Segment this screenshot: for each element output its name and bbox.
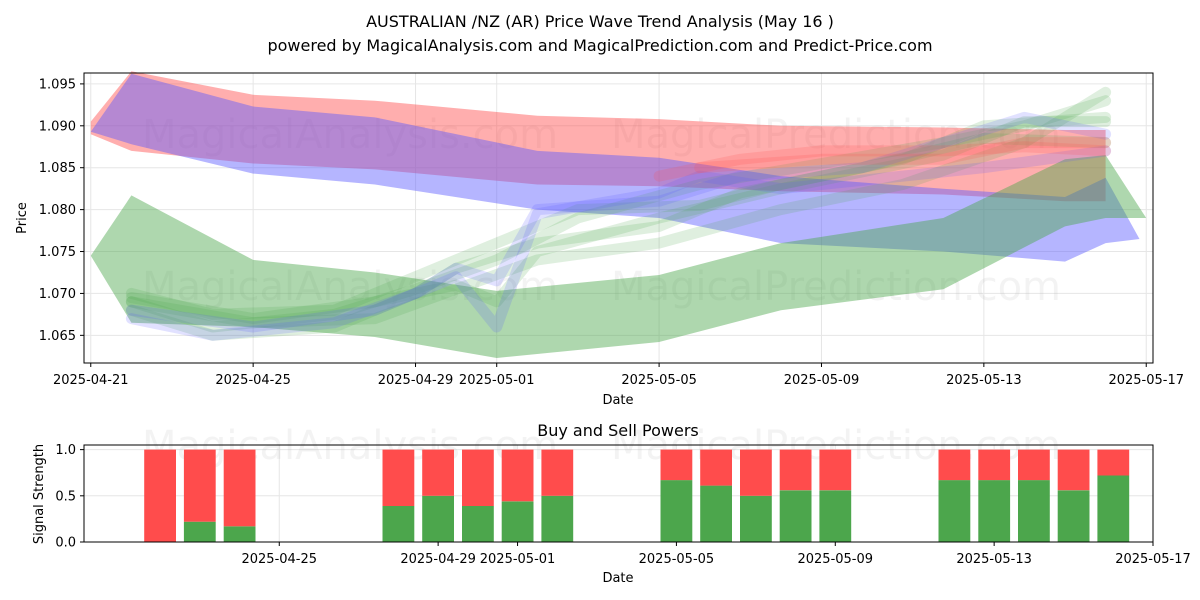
- sell-bar: [462, 449, 494, 506]
- forecast-wave-green: [125, 132, 1112, 341]
- sell-bar: [144, 449, 176, 542]
- signal-x-tick-label: 2025-05-17: [1115, 552, 1191, 567]
- price-y-tick-label: 1.065: [39, 329, 76, 344]
- forecast-wave-green: [125, 111, 1112, 320]
- forecast-wave-blue: [125, 145, 1112, 333]
- buy-bar: [978, 480, 1011, 542]
- price-x-tick-label: 2025-05-09: [784, 373, 860, 388]
- buy-bar: [382, 506, 415, 542]
- signal-chart-frame: [83, 444, 1154, 543]
- forecast-wave-red: [653, 141, 1112, 182]
- price-chart-grid: [84, 73, 1153, 363]
- price-x-tick-label: 2025-04-21: [53, 373, 129, 388]
- buy-bar: [938, 480, 971, 542]
- price-y-tick-label: 1.075: [39, 245, 76, 260]
- price-y-tick-label: 1.090: [39, 119, 76, 134]
- sell-bar: [938, 449, 971, 481]
- watermark-text: MagicalPrediction.com: [611, 112, 1061, 158]
- buy-bar: [501, 501, 534, 542]
- signal-y-tick-label: 1.0: [55, 443, 76, 458]
- buy-bar: [462, 506, 494, 542]
- buy-bar: [779, 490, 812, 542]
- watermark-text: MagicalAnalysis.com: [142, 264, 558, 310]
- price-y-tick-label: 1.080: [39, 203, 76, 218]
- price-chart-panel: MagicalAnalysis.com MagicalPrediction.com…: [15, 71, 1184, 408]
- signal-chart-title: Buy and Sell Powers: [537, 421, 699, 440]
- sell-bar: [501, 449, 534, 502]
- price-band-red: [90, 71, 1106, 202]
- price-x-axis: 2025-04-21 2025-04-25 2025-04-29 2025-05-01…: [53, 363, 1184, 388]
- sell-bar: [740, 449, 772, 496]
- sell-bar: [1097, 449, 1130, 476]
- price-x-tick-label: 2025-04-25: [215, 373, 291, 388]
- signal-bars: [144, 449, 1130, 542]
- signal-x-tick-label: 2025-05-01: [480, 552, 556, 567]
- signal-y-tick-label: 0.0: [55, 536, 76, 551]
- buy-bar: [660, 480, 693, 542]
- signal-x-tick-label: 2025-05-05: [639, 552, 715, 567]
- buy-bar: [740, 495, 772, 542]
- watermark-text: MagicalPrediction.com: [611, 264, 1061, 310]
- price-bands: [90, 71, 1147, 358]
- signal-x-axis: 2025-04-25 2025-04-29 2025-05-01 2025-05-05…: [241, 542, 1191, 567]
- price-chart-frame: [83, 72, 1154, 364]
- signal-x-tick-label: 2025-04-25: [241, 552, 317, 567]
- forecast-wave-blue: [125, 111, 1112, 341]
- signal-x-tick-label: 2025-05-09: [797, 552, 873, 567]
- price-y-tick-label: 1.085: [39, 161, 76, 176]
- sell-bar: [1018, 449, 1050, 481]
- forecast-waves: [125, 86, 1112, 341]
- price-y-tick-label: 1.095: [39, 77, 76, 92]
- price-x-tick-label: 2025-05-01: [459, 373, 535, 388]
- price-x-tick-label: 2025-05-05: [621, 373, 697, 388]
- price-y-axis: 1.065 1.070 1.075 1.080 1.085 1.090 1.095: [39, 77, 84, 344]
- sell-bar: [660, 449, 693, 481]
- buy-bar: [1097, 475, 1130, 542]
- price-x-axis-label: Date: [602, 393, 633, 408]
- price-band-green: [90, 155, 1147, 358]
- sell-bar: [223, 449, 256, 527]
- price-x-tick-label: 2025-05-17: [1108, 373, 1184, 388]
- buy-bar: [819, 490, 852, 542]
- sell-bar: [1057, 449, 1090, 491]
- sell-bar: [422, 449, 454, 496]
- forecast-wave-green: [125, 86, 1112, 329]
- sell-bar: [700, 449, 732, 486]
- forecast-wave-red: [694, 137, 1112, 174]
- sell-bar: [382, 449, 415, 506]
- signal-chart-panel: Buy and Sell Powers MagicalAnalysis.com M…: [32, 421, 1191, 586]
- buy-bar: [183, 521, 216, 542]
- price-y-axis-label: Price: [15, 202, 30, 234]
- sell-bar: [541, 449, 574, 496]
- figure-title: AUSTRALIAN /NZ (AR) Price Wave Trend Ana…: [366, 12, 834, 31]
- signal-y-axis: 0.0 0.5 1.0: [55, 443, 84, 551]
- price-chart-watermarks: MagicalAnalysis.com MagicalPrediction.com…: [142, 112, 1061, 310]
- buy-bar: [700, 485, 732, 542]
- price-y-tick-label: 1.070: [39, 287, 76, 302]
- forecast-wave-green: [125, 95, 1112, 333]
- sell-bar: [183, 449, 216, 522]
- buy-bar: [223, 526, 256, 542]
- price-x-tick-label: 2025-04-29: [378, 373, 454, 388]
- forecast-wave-green: [125, 116, 1112, 325]
- sell-bar: [779, 449, 812, 491]
- sell-bar: [819, 449, 852, 491]
- buy-bar: [1018, 480, 1050, 542]
- signal-x-tick-label: 2025-05-13: [956, 552, 1032, 567]
- signal-x-tick-label: 2025-04-29: [400, 552, 476, 567]
- price-x-tick-label: 2025-05-13: [946, 373, 1022, 388]
- buy-bar: [422, 495, 454, 542]
- buy-bar: [541, 495, 574, 542]
- signal-y-tick-label: 0.5: [55, 489, 76, 504]
- figure-subtitle: powered by MagicalAnalysis.com and Magic…: [267, 36, 932, 55]
- sell-bar: [978, 449, 1011, 481]
- buy-bar: [1057, 490, 1090, 542]
- watermark-text: MagicalAnalysis.com: [142, 112, 558, 158]
- signal-x-axis-label: Date: [602, 571, 633, 586]
- price-band-blue: [90, 73, 1140, 262]
- signal-y-axis-label: Signal Strength: [32, 444, 47, 544]
